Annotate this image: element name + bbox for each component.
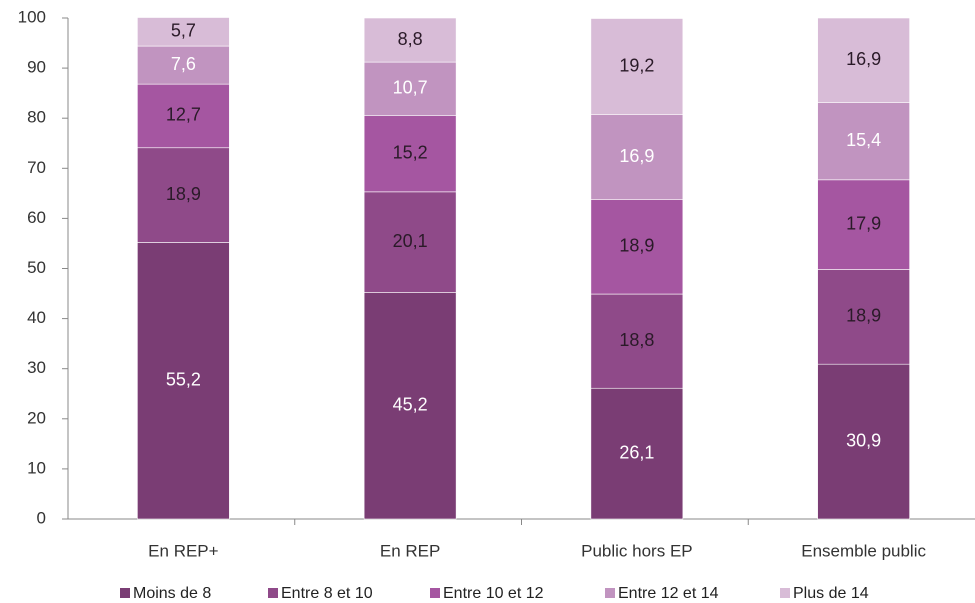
data-label: 17,9 xyxy=(846,213,881,233)
bar-segment xyxy=(137,147,230,243)
y-tick-label: 0 xyxy=(37,508,46,527)
data-label: 16,9 xyxy=(846,49,881,69)
y-tick-label: 40 xyxy=(27,308,46,327)
data-label: 45,2 xyxy=(393,395,428,415)
bar-segment xyxy=(590,293,684,389)
legend-label: Plus de 14 xyxy=(793,585,869,602)
data-label: 55,2 xyxy=(166,369,201,389)
data-label: 7,6 xyxy=(171,54,196,74)
x-tick-label: Ensemble public xyxy=(801,541,926,560)
bar-segment xyxy=(817,179,910,270)
bar-segment xyxy=(363,61,457,116)
bar-segment xyxy=(590,18,684,115)
y-tick-label: 20 xyxy=(27,408,46,427)
data-label: 18,8 xyxy=(619,330,654,350)
data-label: 20,1 xyxy=(393,231,428,251)
legend-label: Entre 12 et 14 xyxy=(618,585,719,602)
x-tick-label: En REP+ xyxy=(148,541,218,560)
y-tick-label: 100 xyxy=(18,7,46,26)
y-tick-label: 70 xyxy=(27,158,46,177)
legend-label: Moins de 8 xyxy=(133,585,211,602)
bar-segment xyxy=(590,114,684,200)
legend-swatch xyxy=(120,588,130,598)
data-label: 15,4 xyxy=(846,130,881,150)
bar-segment xyxy=(590,387,684,520)
bar-segment xyxy=(363,191,457,293)
legend-swatch xyxy=(780,588,790,598)
y-tick-label: 80 xyxy=(27,108,46,127)
x-tick-label: En REP xyxy=(380,541,440,560)
data-label: 18,9 xyxy=(619,235,654,255)
bar-segment xyxy=(817,102,910,181)
bar-segment xyxy=(817,269,910,365)
legend-swatch xyxy=(430,588,440,598)
bar-segment xyxy=(817,17,910,103)
y-tick-label: 10 xyxy=(27,458,46,477)
bar-segment xyxy=(363,292,457,520)
data-label: 19,2 xyxy=(619,55,654,75)
y-tick-label: 60 xyxy=(27,208,46,227)
data-label: 10,7 xyxy=(393,78,428,98)
y-tick-label: 30 xyxy=(27,358,46,377)
legend-label: Entre 8 et 10 xyxy=(281,585,373,602)
bar-segment xyxy=(817,363,910,520)
data-label: 30,9 xyxy=(846,430,881,450)
data-label: 16,9 xyxy=(619,146,654,166)
data-label: 26,1 xyxy=(619,442,654,462)
bar-segment xyxy=(137,242,230,520)
bar-segment xyxy=(137,45,230,85)
bar-segment xyxy=(363,17,457,63)
data-label: 18,9 xyxy=(846,306,881,326)
data-label: 18,9 xyxy=(166,184,201,204)
data-label: 15,2 xyxy=(393,143,428,163)
bar-segment xyxy=(137,17,230,47)
legend-swatch xyxy=(268,588,278,598)
data-label: 5,7 xyxy=(171,21,196,41)
y-tick-label: 90 xyxy=(27,58,46,77)
data-label: 8,8 xyxy=(398,29,423,49)
legend-swatch xyxy=(605,588,615,598)
y-tick-label: 50 xyxy=(27,258,46,277)
bar-segment xyxy=(137,83,230,149)
legend-label: Entre 10 et 12 xyxy=(443,585,544,602)
bar-segment xyxy=(590,199,684,295)
bar-segment xyxy=(363,115,457,193)
data-label: 12,7 xyxy=(166,105,201,125)
x-tick-label: Public hors EP xyxy=(581,541,693,560)
